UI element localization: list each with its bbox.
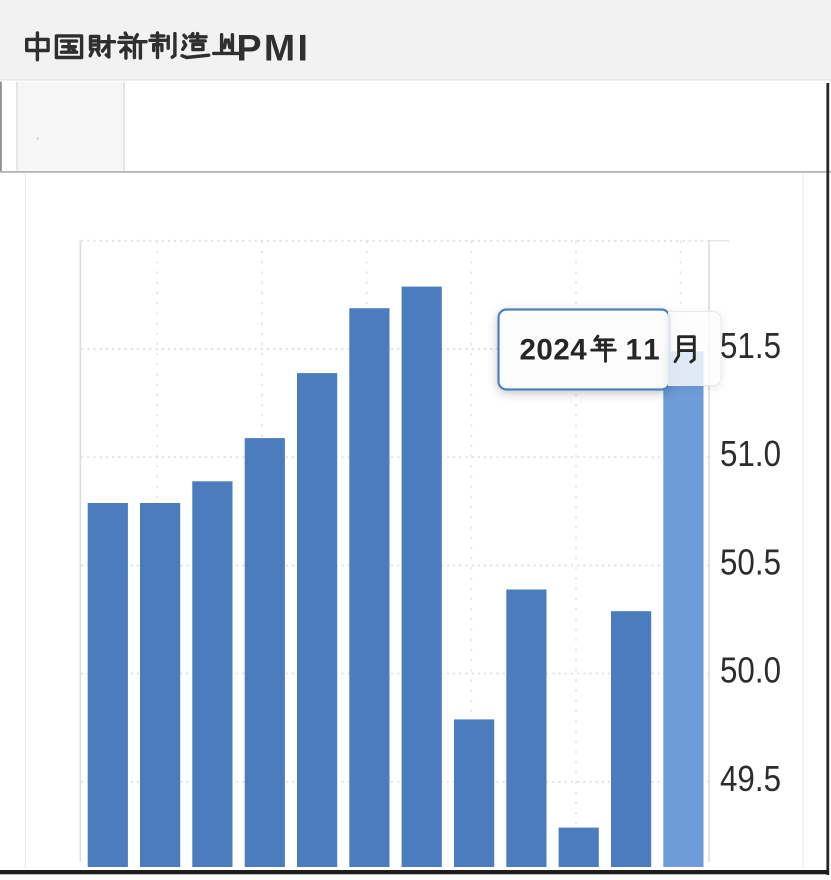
- svg-text:2024: 2024: [520, 334, 588, 367]
- svg-text:50.5: 50.5: [720, 541, 781, 582]
- svg-text:49.5: 49.5: [720, 758, 781, 799]
- svg-text:51.0: 51.0: [720, 433, 781, 474]
- svg-text:51.5: 51.5: [720, 325, 781, 366]
- svg-text:11: 11: [626, 334, 663, 367]
- svg-text:50.0: 50.0: [720, 650, 781, 691]
- svg-text:PMI: PMI: [237, 27, 311, 69]
